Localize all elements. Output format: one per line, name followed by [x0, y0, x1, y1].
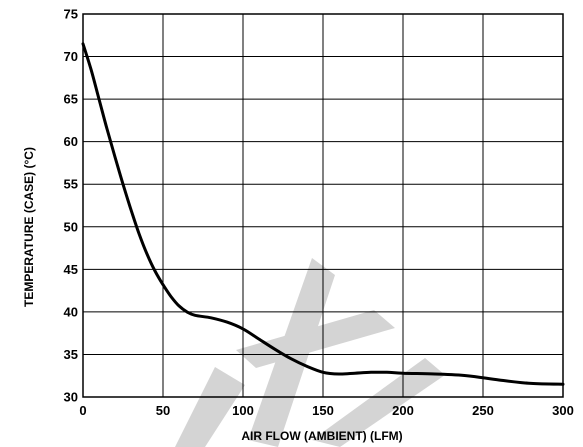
x-tick-labels: 0 50 100 150 200 250 300: [79, 403, 573, 418]
gridlines: [82, 13, 564, 398]
x-tick-label-2: 100: [232, 403, 254, 418]
x-tick-label-3: 150: [312, 403, 334, 418]
y-tick-label-3: 45: [64, 262, 78, 277]
y-axis-title: TEMPERATURE (CASE) (°C): [22, 147, 36, 307]
x-tick-label-5: 250: [472, 403, 494, 418]
watermark-stripe-1: [175, 367, 245, 447]
x-tick-label-1: 50: [156, 403, 170, 418]
y-tick-labels: 30 35 40 45 50 55 60 65 70 75: [64, 7, 78, 405]
y-tick-label-5: 55: [64, 177, 78, 192]
x-tick-label-6: 300: [552, 403, 574, 418]
y-tick-label-1: 35: [64, 347, 78, 362]
y-tick-label-9: 75: [64, 7, 78, 22]
y-tick-label-2: 40: [64, 304, 78, 319]
x-tick-label-4: 200: [392, 403, 414, 418]
y-tick-label-0: 30: [64, 390, 78, 405]
y-tick-label-7: 65: [64, 92, 78, 107]
y-tick-label-4: 50: [64, 219, 78, 234]
watermark-shapes: [175, 258, 445, 447]
plot-frame: [82, 13, 564, 398]
y-tick-label-6: 60: [64, 134, 78, 149]
watermark-stripe-3: [236, 310, 395, 368]
x-tick-label-0: 0: [79, 403, 86, 418]
x-axis-title: AIR FLOW (AMBIENT) (LFM): [241, 429, 402, 443]
watermark-stripe-4: [312, 358, 445, 447]
y-tick-label-8: 70: [64, 49, 78, 64]
series-line: [81, 42, 565, 386]
